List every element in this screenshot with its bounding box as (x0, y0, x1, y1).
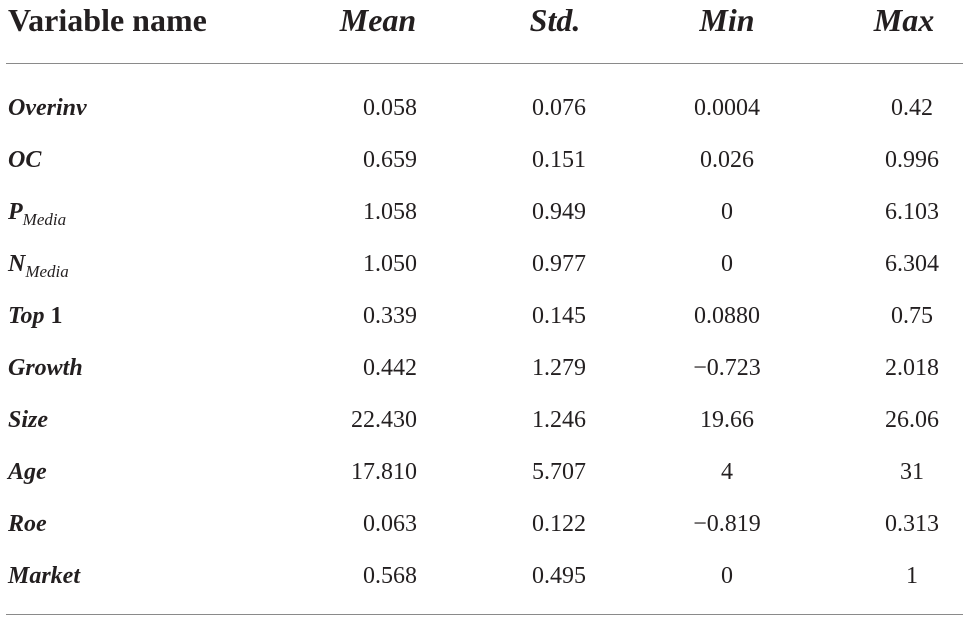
table-cell: 19.66 (700, 407, 754, 433)
table-cell: 26.06 (885, 407, 939, 433)
table-cell: 0.058 (363, 95, 417, 121)
table-cell: 4 (721, 459, 733, 485)
table-cell: 0.0880 (694, 303, 760, 329)
variable-name: OC (8, 142, 41, 178)
table-cell: 0.145 (532, 303, 586, 329)
table-cell: 31 (900, 459, 924, 485)
variable-main: Roe (8, 511, 47, 537)
table-cell: 17.810 (351, 459, 417, 485)
table-cell: 0.949 (532, 199, 586, 225)
table-cell: 1.050 (363, 251, 417, 277)
table-cell: 2.018 (885, 355, 939, 381)
variable-name: Roe (8, 506, 47, 542)
table-cell: 0.977 (532, 251, 586, 277)
table-cell: 1.058 (363, 199, 417, 225)
table-cell: −0.723 (693, 355, 761, 381)
variable-name: Overinv (8, 90, 87, 126)
variable-main: Market (8, 563, 80, 589)
table-cell: 22.430 (351, 407, 417, 433)
table-cell: 0.313 (885, 511, 939, 537)
variable-main: Age (8, 459, 47, 485)
variable-main: P (8, 199, 23, 225)
variable-name: PMedia (8, 194, 66, 230)
variable-main: OC (8, 147, 42, 173)
table-cell: 0.442 (363, 355, 417, 381)
header-rule (6, 63, 963, 64)
table-cell: 0.0004 (694, 95, 760, 121)
table-cell: 0.339 (363, 303, 417, 329)
variable-main: Top (8, 303, 45, 329)
table-cell: 0.42 (891, 95, 933, 121)
table-cell: 0.996 (885, 147, 939, 173)
variable-name: Age (8, 454, 47, 490)
table-cell: 0 (721, 251, 733, 277)
variable-subscript: Media (25, 262, 69, 281)
table-cell: 0 (721, 563, 733, 589)
variable-main: Size (8, 407, 49, 433)
variable-number: 1 (50, 303, 63, 329)
table-cell: 6.304 (885, 251, 939, 277)
column-header: Max (873, 2, 935, 38)
variable-name: NMedia (8, 246, 69, 282)
table-cell: 0.063 (363, 511, 417, 537)
table-cell: 0.122 (532, 511, 586, 537)
table-cell: −0.819 (693, 511, 761, 537)
column-header: Mean (339, 2, 417, 38)
table-cell: 6.103 (885, 199, 939, 225)
table-cell: 0.026 (700, 147, 754, 173)
table-cell: 1.246 (532, 407, 586, 433)
variable-main: Growth (8, 355, 83, 381)
column-header: Std. (529, 2, 581, 38)
table-cell: 1 (906, 563, 918, 589)
column-header: Min (699, 2, 755, 38)
variable-name: Top 1 (8, 298, 62, 334)
variable-subscript: Media (22, 210, 67, 229)
table-cell: 0.568 (363, 563, 417, 589)
table-cell: 5.707 (532, 459, 586, 485)
variable-main: N (8, 251, 26, 277)
table-cell: 0.75 (891, 303, 933, 329)
column-header: Variable name (8, 2, 207, 38)
variable-name: Growth (8, 350, 83, 386)
table-cell: 0.076 (532, 95, 586, 121)
variable-name: Market (8, 558, 80, 594)
table-cell: 1.279 (532, 355, 586, 381)
variable-main: Overinv (8, 95, 87, 121)
table-cell: 0 (721, 199, 733, 225)
table-cell: 0.151 (532, 147, 586, 173)
table-cell: 0.659 (363, 147, 417, 173)
table-cell: 0.495 (532, 563, 586, 589)
variable-name: Size (8, 402, 48, 438)
bottom-rule (6, 614, 963, 615)
